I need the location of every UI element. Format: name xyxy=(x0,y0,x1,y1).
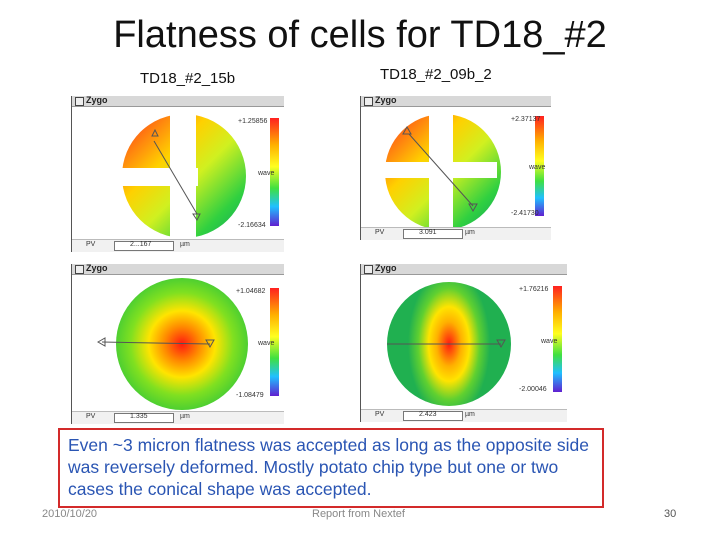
pv-value: 1.335 xyxy=(130,413,148,420)
pv-readout: PV 1.335 µm xyxy=(72,411,284,424)
profile-line xyxy=(153,140,198,215)
pv-unit: µm xyxy=(465,229,475,236)
profile-marker-end-icon xyxy=(468,203,478,213)
surface-map-4 xyxy=(387,282,562,406)
cross-mask-horizontal xyxy=(112,168,198,186)
scale-unit-label: wave xyxy=(258,340,275,347)
profile-marker-end-icon xyxy=(192,213,201,221)
scale-max-label: +1.76216 xyxy=(519,286,549,293)
page-number: 30 xyxy=(664,508,677,520)
window-menu-icon[interactable] xyxy=(364,97,373,106)
color-scale-bar xyxy=(535,116,544,216)
scale-max-label: +2.37137 xyxy=(511,116,541,123)
pv-label: PV xyxy=(375,229,385,236)
panel-titlebar: Zygo xyxy=(361,264,567,275)
pv-unit: µm xyxy=(180,241,190,248)
scale-min-label: -2.16634 xyxy=(238,222,266,229)
footer-date: 2010/10/20 xyxy=(42,508,98,520)
footer-center: Report from Nextef xyxy=(312,508,405,520)
pv-label: PV xyxy=(86,241,96,248)
pv-label: PV xyxy=(86,413,96,420)
scale-unit-label: wave xyxy=(541,338,558,345)
pv-value: 2.423 xyxy=(419,411,437,418)
surface-map-3 xyxy=(96,278,279,410)
color-scale-bar xyxy=(553,286,562,392)
scale-unit-label: wave xyxy=(529,164,546,171)
interferogram-panel-4: Zygo +1.76216 wave -2.00046 PV 2.423 µm xyxy=(360,264,567,422)
interferogram-panel-2: Zygo +2.37137 wave -2.41730 PV 3.091 µm xyxy=(360,96,551,240)
pv-unit: µm xyxy=(465,411,475,418)
profile-marker-end-icon xyxy=(496,339,506,349)
scale-max-label: +1.25856 xyxy=(238,118,268,125)
panel-titlebar: Zygo xyxy=(72,264,284,275)
profile-marker-start-icon xyxy=(96,337,106,347)
pv-unit: µm xyxy=(180,413,190,420)
profile-marker-end-icon xyxy=(205,339,215,349)
pv-readout: PV 2.423 µm xyxy=(361,409,567,422)
window-menu-icon[interactable] xyxy=(75,265,84,274)
zygo-logo: Zygo xyxy=(375,96,397,105)
panel-titlebar: Zygo xyxy=(72,96,284,107)
profile-marker-start-icon xyxy=(151,128,159,137)
pv-value: 2...167 xyxy=(130,241,152,248)
right-sample-label: TD18_#2_09b_2 xyxy=(380,66,492,83)
flatness-note: Even ~3 micron flatness was accepted as … xyxy=(58,428,604,508)
scale-unit-label: wave xyxy=(258,170,275,177)
pv-readout: PV 3.091 µm xyxy=(361,227,551,240)
surface-map-1 xyxy=(112,114,279,238)
profile-line xyxy=(408,133,474,207)
zygo-logo: Zygo xyxy=(86,96,108,105)
interferogram-panel-3: Zygo +1.04682 wave -1.08479 PV 1.335 µm xyxy=(71,264,284,424)
window-menu-icon[interactable] xyxy=(75,97,84,106)
pv-value: 3.091 xyxy=(419,229,437,236)
color-scale-bar xyxy=(270,288,279,396)
scale-min-label: -2.41730 xyxy=(511,210,539,217)
window-menu-icon[interactable] xyxy=(364,265,373,274)
color-scale-bar xyxy=(270,118,279,226)
surface-disk xyxy=(116,278,248,410)
scale-min-label: -1.08479 xyxy=(236,392,264,399)
pv-readout: PV 2...167 µm xyxy=(72,239,284,252)
left-sample-label: TD18_#2_15b xyxy=(140,70,236,87)
surface-map-2 xyxy=(385,113,544,231)
scale-min-label: -2.00046 xyxy=(519,386,547,393)
panel-titlebar: Zygo xyxy=(361,96,551,107)
profile-line xyxy=(101,341,211,345)
profile-marker-start-icon xyxy=(402,125,412,135)
zygo-logo: Zygo xyxy=(375,264,397,273)
pv-label: PV xyxy=(375,411,385,418)
scale-max-label: +1.04682 xyxy=(236,288,266,295)
slide-title: Flatness of cells for TD18_#2 xyxy=(113,14,607,56)
zygo-logo: Zygo xyxy=(86,264,108,273)
interferogram-panel-1: Zygo +1.25856 wave -2.16634 PV 2...167 µ… xyxy=(71,96,284,252)
